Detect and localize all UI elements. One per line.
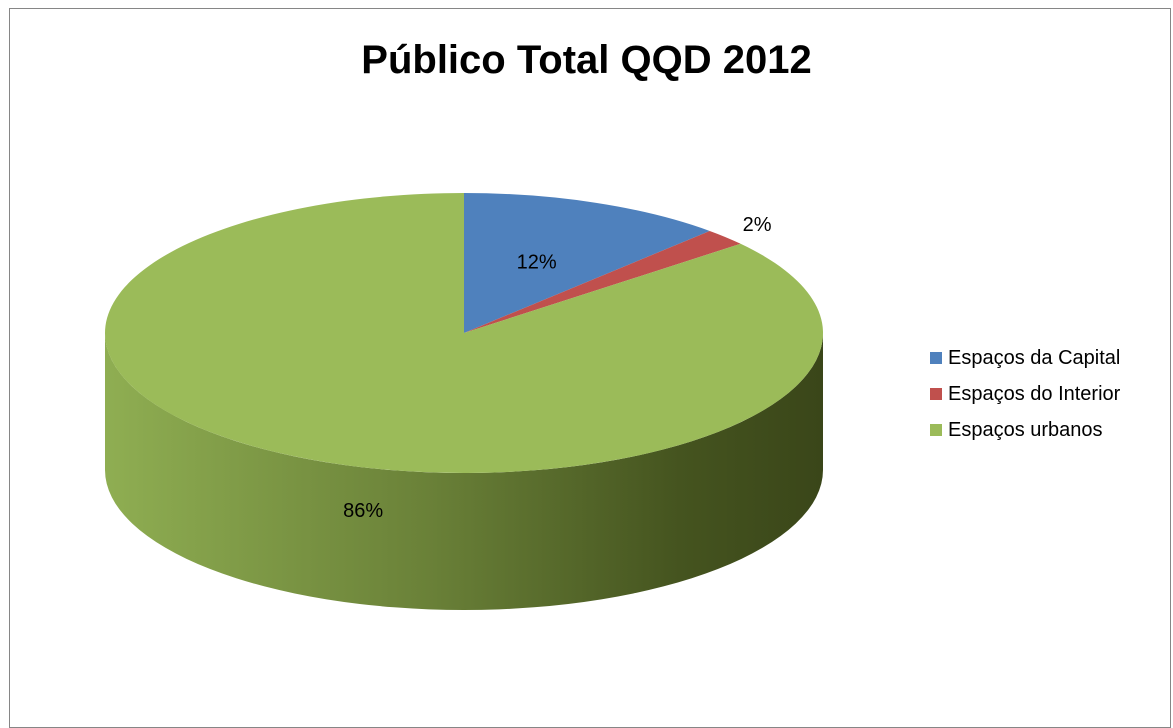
legend-swatch [930, 352, 942, 364]
data-label-espacos-urbanos: 86% [343, 500, 383, 522]
legend-item-espacos-da-capital: Espaços da Capital [930, 340, 1120, 376]
legend-swatch [930, 424, 942, 436]
pie-side-wall [105, 333, 823, 610]
legend-item-espacos-do-interior: Espaços do Interior [930, 376, 1120, 412]
pie-chart: 12% 2% 86% [104, 193, 824, 610]
pie-slice-espacos-da-capital [464, 193, 710, 333]
data-label-espacos-do-interior: 2% [743, 214, 772, 236]
pie-slice-espacos-do-interior [464, 230, 741, 333]
legend-swatch [930, 388, 942, 400]
chart-title: Público Total QQD 2012 [361, 38, 812, 82]
data-label-espacos-da-capital: 12% [517, 252, 557, 274]
legend: Espaços da Capital Espaços do Interior Esp… [930, 340, 1120, 448]
legend-label: Espaços do Interior [948, 382, 1121, 405]
pie-slice-espacos-urbanos [104, 193, 824, 474]
legend-item-espacos-urbanos: Espaços urbanos [930, 412, 1120, 448]
legend-label: Espaços da Capital [948, 346, 1121, 369]
legend-label: Espaços urbanos [948, 418, 1103, 441]
